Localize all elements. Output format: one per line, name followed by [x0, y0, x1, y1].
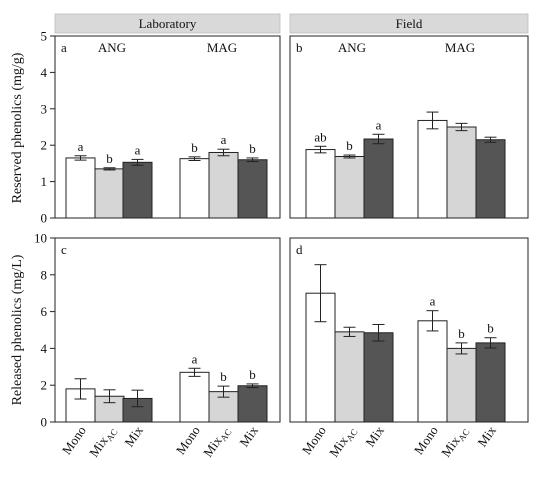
bar-b-ang-mixac	[334, 155, 365, 219]
sig-letter-d-3: a	[430, 294, 436, 309]
strip-field	[289, 13, 529, 34]
panel-frame-c	[54, 237, 281, 423]
sig-letter-a-4: a	[221, 132, 227, 147]
y-axis-label-bottom: Released phenolics (mg/L)	[10, 254, 25, 405]
bar-c-mag-mono	[179, 371, 210, 423]
bar-a-ang-mono	[65, 157, 96, 219]
sig-letter-a-3: b	[191, 140, 198, 155]
sig-letter-b-0: ab	[314, 129, 326, 144]
y-tick-label-c: 2	[41, 378, 48, 393]
group-label-mag: MAG	[445, 40, 475, 55]
bar-d-ang-mixac	[334, 331, 365, 423]
y-tick-label-a: 3	[41, 101, 48, 116]
bar-c-mag-mix	[237, 385, 268, 423]
sig-letter-a-2: a	[135, 142, 141, 157]
sig-letter-c-3: a	[192, 351, 198, 366]
y-tick-label-c: 6	[41, 304, 48, 319]
y-tick-label-a: 1	[41, 174, 48, 189]
sig-letter-d-5: b	[487, 321, 494, 336]
bar-b-mag-mono	[417, 119, 448, 219]
bar-a-ang-mixac	[94, 168, 125, 219]
panel-frame-b	[289, 35, 529, 219]
bar-a-mag-mix	[237, 159, 268, 219]
bar-d-ang-mix	[363, 332, 394, 423]
strip-label-field: Field	[396, 16, 423, 31]
y-tick-label-c: 4	[41, 341, 48, 356]
bar-b-mag-mixac	[446, 126, 477, 219]
sig-letter-d-4: b	[458, 326, 465, 341]
panel-frame-d	[289, 237, 529, 423]
panel-frame-a	[54, 35, 281, 219]
y-tick-label-c: 8	[41, 267, 48, 282]
bar-d-mag-mono	[417, 320, 448, 423]
bar-a-mag-mixac	[208, 151, 239, 219]
strip-laboratory	[54, 13, 281, 34]
bar-a-mag-mono	[179, 158, 210, 219]
y-tick-label-a: 0	[41, 211, 48, 226]
sig-letter-a-0: a	[78, 139, 84, 154]
y-tick-label-a: 4	[41, 65, 48, 80]
y-tick-label-c: 10	[34, 231, 47, 246]
y-tick-label-a: 2	[41, 138, 48, 153]
panel-letter-d: d	[296, 242, 303, 257]
y-tick-label-c: 0	[41, 415, 48, 430]
sig-letter-a-1: b	[106, 151, 113, 166]
y-axis-label-top: Reserved phenolics (mg/g)	[10, 52, 25, 203]
bar-d-mag-mix	[475, 342, 506, 423]
strip-label-laboratory: Laboratory	[139, 16, 197, 31]
sig-letter-c-4: b	[220, 369, 227, 384]
panel-letter-a: a	[61, 40, 67, 55]
bar-b-mag-mix	[475, 139, 506, 219]
bar-a-ang-mix	[122, 161, 153, 219]
panel-letter-c: c	[61, 242, 67, 257]
bar-b-ang-mix	[363, 138, 394, 219]
bar-d-mag-mixac	[446, 347, 477, 423]
sig-letter-c-5: b	[249, 367, 256, 382]
sig-letter-a-5: b	[249, 141, 256, 156]
group-label-mag: MAG	[207, 40, 237, 55]
group-label-ang: ANG	[338, 40, 366, 55]
bar-b-ang-mono	[305, 149, 336, 219]
sig-letter-b-2: a	[376, 117, 382, 132]
y-tick-label-a: 5	[41, 29, 48, 44]
sig-letter-b-1: b	[346, 138, 353, 153]
panel-letter-b: b	[296, 40, 303, 55]
group-label-ang: ANG	[98, 40, 126, 55]
